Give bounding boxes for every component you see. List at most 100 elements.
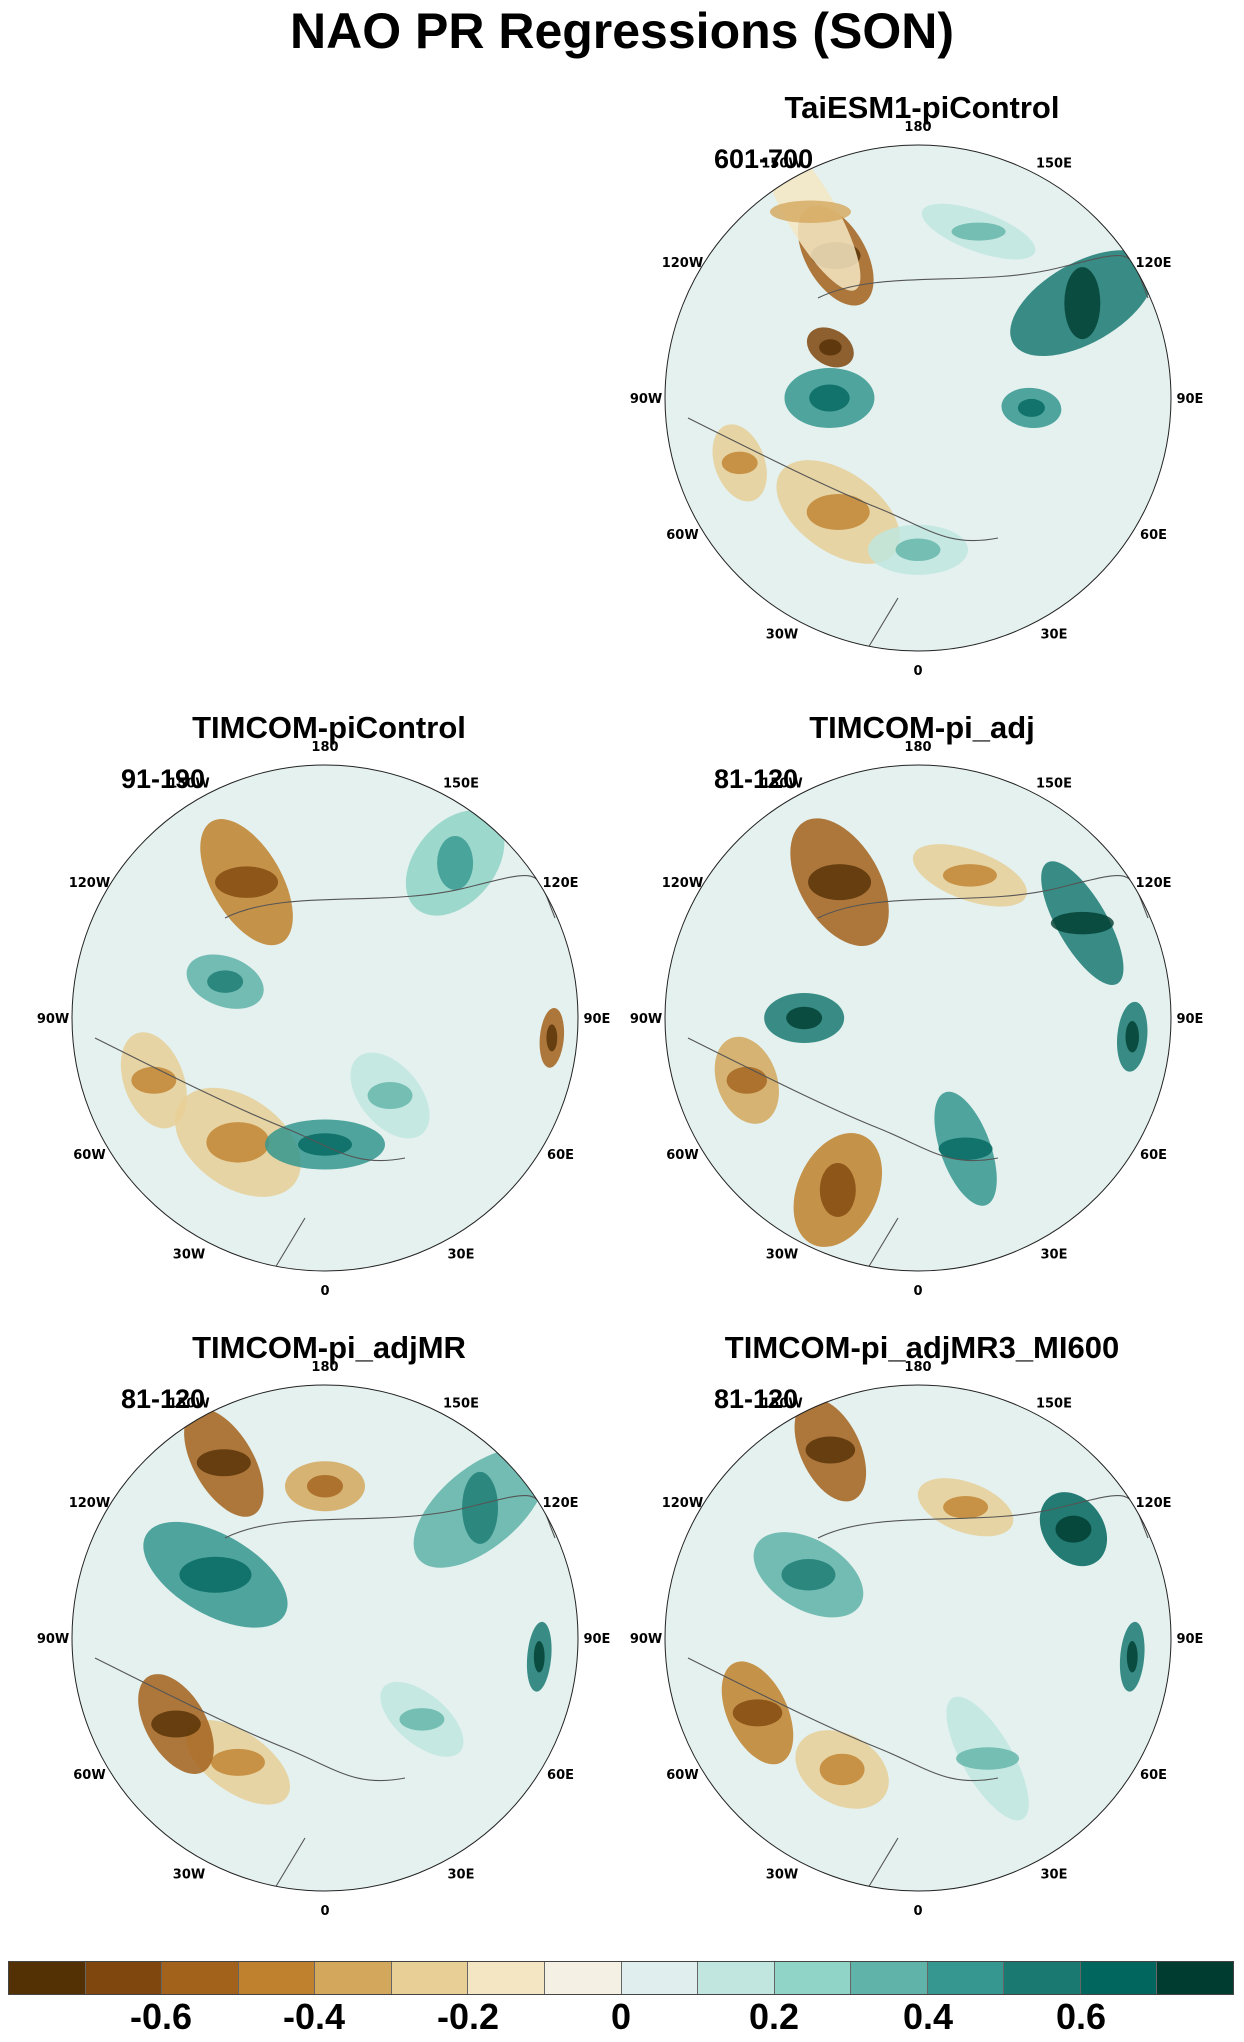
polar-map: 180 150E 120E 90E 60E 30E 0 30W 60W 90W 120W 150W <box>37 740 611 1299</box>
longitude-label: 0 <box>320 1904 329 1919</box>
longitude-label: 60W <box>666 528 698 543</box>
anomaly-core <box>210 1748 265 1776</box>
longitude-label: 90W <box>37 1632 69 1647</box>
map-panel-timcom-pi-adj: TIMCOM-pi_adj 81-120 180 150E 120E 90E 60E 30… <box>630 710 1204 1330</box>
map-background <box>665 1385 1171 1891</box>
anomaly-core <box>786 1006 823 1030</box>
anomaly-core <box>206 1122 270 1163</box>
longitude-label: 30W <box>766 628 798 643</box>
colorbar-tick: -0.6 <box>129 1996 193 2037</box>
colorbar-swatch <box>621 1962 699 1994</box>
longitude-label: 90E <box>1176 1012 1203 1027</box>
longitude-label: 150W <box>168 1396 209 1411</box>
longitude-label: 180 <box>904 120 931 135</box>
map-panel-timcom-picontrol: TIMCOM-piControl 91-190 180 150E 120E 90E 60… <box>37 710 611 1330</box>
map-border <box>664 144 1172 652</box>
longitude-label: 90E <box>1176 392 1203 407</box>
map-background <box>665 765 1171 1271</box>
map-border <box>664 1384 1172 1892</box>
longitude-label: 30W <box>766 1248 798 1263</box>
panel-years: 81-120 <box>121 1384 206 1414</box>
longitude-label: 150E <box>1036 1396 1072 1411</box>
longitude-label: 60W <box>73 1148 105 1163</box>
map-panel-taiesm1: TaiESM1-piControl 601-700 180 150E 120E 90E… <box>630 90 1204 710</box>
longitude-label: 150E <box>1036 156 1072 171</box>
map-background <box>665 145 1171 651</box>
longitude-label: 120W <box>662 1496 703 1511</box>
longitude-label: 60E <box>1140 1768 1167 1783</box>
anomaly-field <box>687 1398 1149 1889</box>
anomaly-core <box>808 864 872 901</box>
colorbar-swatch <box>85 1962 163 1994</box>
anomaly-core <box>895 538 941 562</box>
anomaly-core <box>809 384 850 412</box>
longitude-label: 120W <box>69 1496 110 1511</box>
longitude-label: 90W <box>630 1012 662 1027</box>
polar-map: 180 150E 120E 90E 60E 30E 0 30W 60W 90W 120W 150W <box>630 740 1204 1299</box>
longitude-label: 90E <box>1176 1632 1203 1647</box>
longitude-label: 150W <box>761 156 802 171</box>
longitude-label: 150E <box>443 1396 479 1411</box>
anomaly-core <box>805 1436 856 1464</box>
longitude-label: 180 <box>904 1360 931 1375</box>
panel-title: TIMCOM-pi_adjMR <box>192 1330 466 1365</box>
anomaly-field <box>687 145 1155 649</box>
anomaly-core <box>942 864 997 887</box>
anomaly-field <box>94 810 565 1269</box>
map-border <box>71 1384 579 1892</box>
anomaly-field <box>94 1408 556 1889</box>
colorbar-swatch <box>1004 1962 1081 1994</box>
panel-title: TIMCOM-pi_adjMR3_MI600 <box>724 1330 1120 1365</box>
longitude-label: 150E <box>1036 776 1072 791</box>
longitude-label: 30E <box>447 1868 474 1883</box>
colorbar-swatch <box>927 1962 1005 1994</box>
anomaly-core <box>732 1699 783 1727</box>
colorbar-tick: -0.2 <box>436 1996 500 2037</box>
anomaly-core <box>819 339 842 356</box>
longitude-label: 180 <box>311 740 338 755</box>
anomaly-core <box>546 1024 558 1052</box>
anomaly-core <box>726 1066 768 1094</box>
longitude-label: 90W <box>37 1012 69 1027</box>
longitude-label: 30W <box>766 1868 798 1883</box>
longitude-label: 120E <box>1136 256 1172 271</box>
anomaly-core <box>721 451 758 475</box>
anomaly-core <box>131 1066 177 1094</box>
longitude-label: 180 <box>311 1360 338 1375</box>
longitude-label: 120E <box>543 1496 579 1511</box>
map-panel-timcom-pi-adjmr: TIMCOM-pi_adjMR 81-120 180 150E 120E 90E 60E… <box>37 1330 611 1950</box>
anomaly-core <box>1125 1020 1139 1053</box>
anomaly-core <box>1064 267 1101 340</box>
longitude-label: 60E <box>547 1148 574 1163</box>
figure-title: NAO PR Regressions (SON) <box>289 3 954 59</box>
longitude-label: 90E <box>583 1012 610 1027</box>
colorbar-swatch <box>1157 1962 1233 1994</box>
longitude-label: 90W <box>630 392 662 407</box>
anomaly-core <box>951 222 1006 241</box>
longitude-label: 90W <box>630 1632 662 1647</box>
colorbar-swatch <box>238 1962 316 1994</box>
longitude-label: 0 <box>320 1284 329 1299</box>
longitude-label: 0 <box>913 1904 922 1919</box>
longitude-label: 30W <box>173 1868 205 1883</box>
anomaly-core <box>781 1559 836 1591</box>
longitude-label: 30E <box>1040 1248 1067 1263</box>
colorbar <box>8 1961 1234 1995</box>
polar-map: 180 150E 120E 90E 60E 30E 0 30W 60W 90W 120W 150W <box>630 1360 1204 1919</box>
panel-title: TaiESM1-piControl <box>784 90 1060 125</box>
longitude-label: 120W <box>662 876 703 891</box>
anomaly-core <box>179 1556 252 1593</box>
panel-years: 601-700 <box>714 144 814 174</box>
anomaly-core <box>298 1133 352 1156</box>
longitude-label: 120E <box>543 876 579 891</box>
longitude-label: 0 <box>913 1284 922 1299</box>
anomaly-core <box>367 1082 413 1110</box>
anomaly-core <box>819 1162 856 1217</box>
anomaly-core <box>769 200 851 224</box>
anomaly-core <box>1126 1640 1138 1673</box>
colorbar-swatch <box>162 1962 239 1994</box>
anomaly-core <box>1050 911 1114 935</box>
longitude-label: 0 <box>913 664 922 679</box>
longitude-label: 60E <box>1140 1148 1167 1163</box>
anomaly-core <box>806 493 870 530</box>
